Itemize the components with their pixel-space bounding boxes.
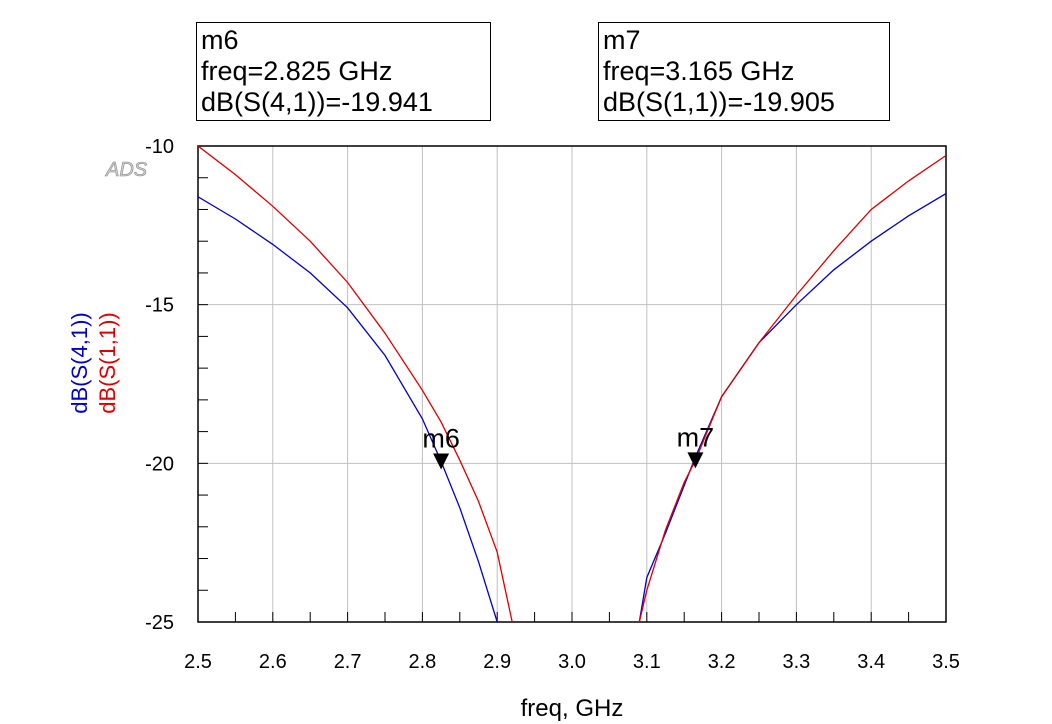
x-tick-label: 2.5: [184, 651, 212, 673]
x-tick-label: 2.7: [334, 651, 362, 673]
x-tick-label: 3.5: [932, 651, 960, 673]
series-line-s11-upper: [638, 154, 946, 622]
marker-m6-triangle[interactable]: [433, 453, 450, 470]
x-tick-label: 2.8: [408, 651, 436, 673]
x-axis-label: freq, GHz: [521, 695, 624, 722]
marker-m6-value: dB(S(4,1))=-19.941: [201, 87, 433, 117]
series-line-s41-upper: [638, 193, 946, 622]
y-tick-label: -15: [145, 295, 174, 317]
marker-m7-value: dB(S(1,1))=-19.905: [603, 87, 835, 117]
marker-m6-freq: freq=2.825 GHz: [201, 56, 393, 86]
marker-m6-name: m6: [201, 25, 239, 55]
x-tick-label: 3.4: [857, 651, 885, 673]
y-axis-label-s41: dB(S(4,1)): [67, 312, 92, 414]
x-tick-label: 2.9: [483, 651, 511, 673]
marker-m6-label: m6: [422, 423, 460, 453]
ads-watermark: ADS: [105, 159, 148, 181]
y-axis-label-s11: dB(S(1,1)): [95, 312, 120, 414]
y-tick-label: -10: [145, 136, 174, 158]
y-tick-label: -20: [145, 453, 174, 475]
series-line-s41-lower: [198, 196, 498, 622]
y-axis-labels: dB(S(4,1)) dB(S(1,1)): [46, 210, 126, 520]
marker-m6-readout: m6 freq=2.825 GHz dB(S(4,1))=-19.941: [196, 22, 491, 121]
chart-ticks: 2.5 2.6 2.7 2.8 2.9 3.0 3.1 3.2 3.3 3.4 3.5 -10 -15 -…: [145, 136, 960, 673]
marker-m7-freq: freq=3.165 GHz: [603, 56, 795, 86]
chart-grid: [197, 145, 947, 623]
marker-m7-triangle[interactable]: [687, 452, 704, 469]
x-tick-label: 3.2: [708, 651, 736, 673]
series-line-s11-lower: [198, 146, 513, 622]
chart-markers: m6 m7: [422, 422, 715, 470]
y-tick-label: -25: [145, 612, 174, 634]
x-tick-label: 2.6: [259, 651, 287, 673]
x-tick-label: 3.3: [782, 651, 810, 673]
x-tick-label: 3.1: [633, 651, 661, 673]
marker-m7-readout: m7 freq=3.165 GHz dB(S(1,1))=-19.905: [598, 22, 890, 121]
marker-m7-label: m7: [677, 422, 715, 452]
chart-curves: [198, 146, 946, 622]
marker-m7-name: m7: [603, 25, 641, 55]
x-tick-label: 3.0: [558, 651, 586, 673]
